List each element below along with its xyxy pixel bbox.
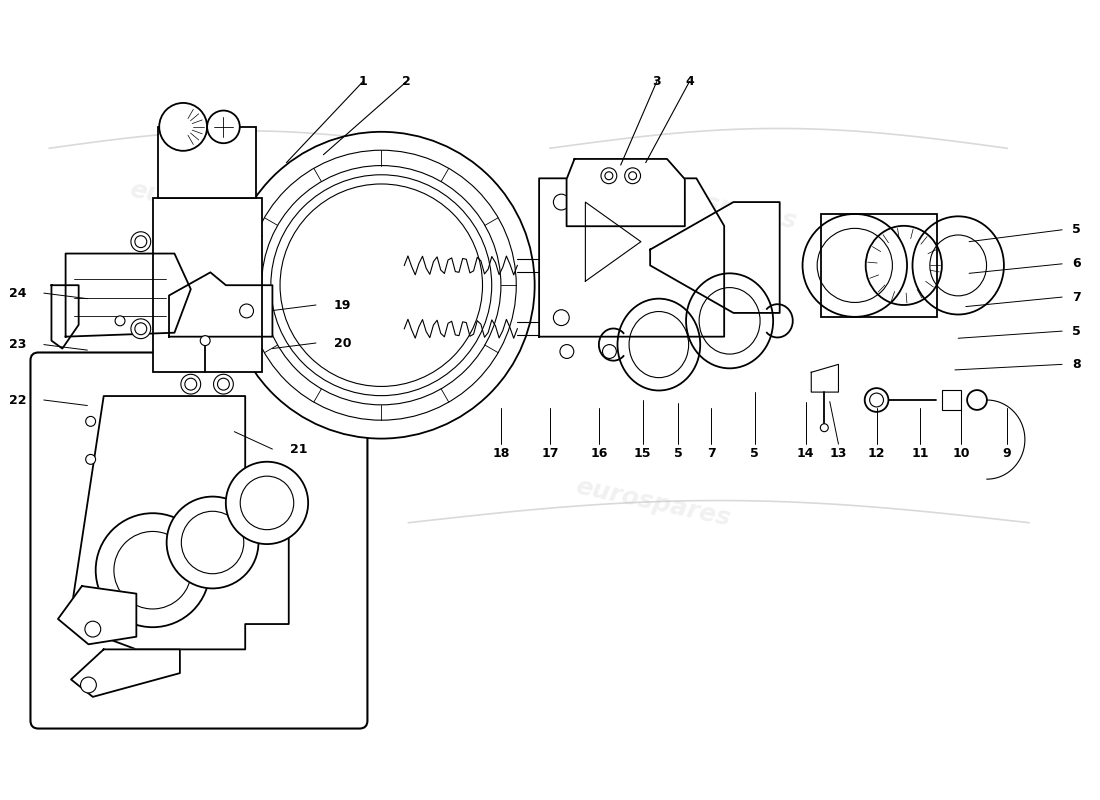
Circle shape [96, 514, 210, 627]
Circle shape [218, 378, 230, 390]
Text: 20: 20 [333, 337, 351, 350]
Circle shape [185, 378, 197, 390]
Text: 5: 5 [750, 446, 759, 459]
Circle shape [131, 232, 151, 251]
Circle shape [114, 531, 191, 609]
Circle shape [246, 150, 516, 420]
Circle shape [870, 393, 883, 407]
Circle shape [86, 454, 96, 464]
Bar [158, 127, 256, 198]
Circle shape [629, 172, 637, 180]
Circle shape [262, 166, 500, 405]
Circle shape [553, 310, 569, 326]
Circle shape [182, 511, 244, 574]
Circle shape [240, 476, 294, 530]
Text: eurospares: eurospares [573, 474, 734, 531]
Text: 1: 1 [359, 75, 367, 88]
Bar [942, 390, 961, 410]
Circle shape [271, 174, 492, 396]
Polygon shape [72, 650, 180, 697]
Text: 7: 7 [1072, 290, 1081, 303]
Polygon shape [58, 586, 136, 644]
Text: 11: 11 [912, 446, 928, 459]
Polygon shape [52, 286, 79, 349]
Circle shape [180, 374, 200, 394]
Circle shape [135, 323, 146, 334]
Circle shape [240, 304, 253, 318]
Polygon shape [585, 202, 641, 282]
Text: 12: 12 [868, 446, 886, 459]
Text: 22: 22 [9, 394, 26, 406]
Circle shape [228, 132, 535, 438]
Circle shape [821, 424, 828, 432]
Circle shape [625, 168, 640, 184]
Circle shape [200, 336, 210, 346]
Bar [153, 198, 262, 372]
Text: 14: 14 [798, 446, 815, 459]
Polygon shape [169, 272, 273, 337]
Text: 23: 23 [9, 338, 26, 351]
Polygon shape [566, 159, 685, 226]
Circle shape [601, 168, 617, 184]
Text: 5: 5 [674, 446, 683, 459]
Bar [821, 214, 937, 317]
Text: 5: 5 [1072, 325, 1081, 338]
Text: 16: 16 [591, 446, 607, 459]
Text: eurospares: eurospares [639, 178, 799, 234]
Circle shape [226, 462, 308, 544]
Circle shape [280, 184, 483, 386]
Circle shape [86, 417, 96, 426]
Circle shape [131, 319, 151, 338]
Text: 3: 3 [652, 75, 661, 88]
Circle shape [865, 388, 889, 412]
Polygon shape [539, 178, 724, 337]
Polygon shape [66, 254, 190, 337]
Circle shape [553, 194, 569, 210]
Text: 21: 21 [290, 442, 308, 455]
Circle shape [605, 172, 613, 180]
Circle shape [166, 497, 258, 589]
Text: 4: 4 [685, 75, 694, 88]
Circle shape [560, 345, 574, 358]
Circle shape [160, 103, 207, 151]
Circle shape [135, 236, 146, 248]
Text: 18: 18 [493, 446, 509, 459]
Circle shape [85, 621, 101, 637]
Text: 6: 6 [1072, 258, 1080, 270]
Circle shape [967, 390, 987, 410]
Text: 15: 15 [634, 446, 651, 459]
Circle shape [603, 345, 616, 358]
Text: 2: 2 [402, 75, 410, 88]
Circle shape [213, 374, 233, 394]
Text: 13: 13 [829, 446, 847, 459]
Polygon shape [72, 396, 289, 650]
Text: 7: 7 [706, 446, 715, 459]
Text: 19: 19 [333, 298, 351, 311]
Text: eurospares: eurospares [128, 178, 287, 234]
Text: 10: 10 [953, 446, 970, 459]
Circle shape [80, 677, 97, 693]
Circle shape [207, 110, 240, 143]
Text: 5: 5 [1072, 223, 1081, 236]
Text: 9: 9 [1003, 446, 1012, 459]
Circle shape [116, 316, 125, 326]
Text: 8: 8 [1072, 358, 1080, 371]
Polygon shape [811, 364, 838, 392]
Polygon shape [650, 202, 780, 313]
Text: 24: 24 [9, 286, 26, 300]
FancyBboxPatch shape [31, 353, 367, 729]
Text: 17: 17 [541, 446, 559, 459]
